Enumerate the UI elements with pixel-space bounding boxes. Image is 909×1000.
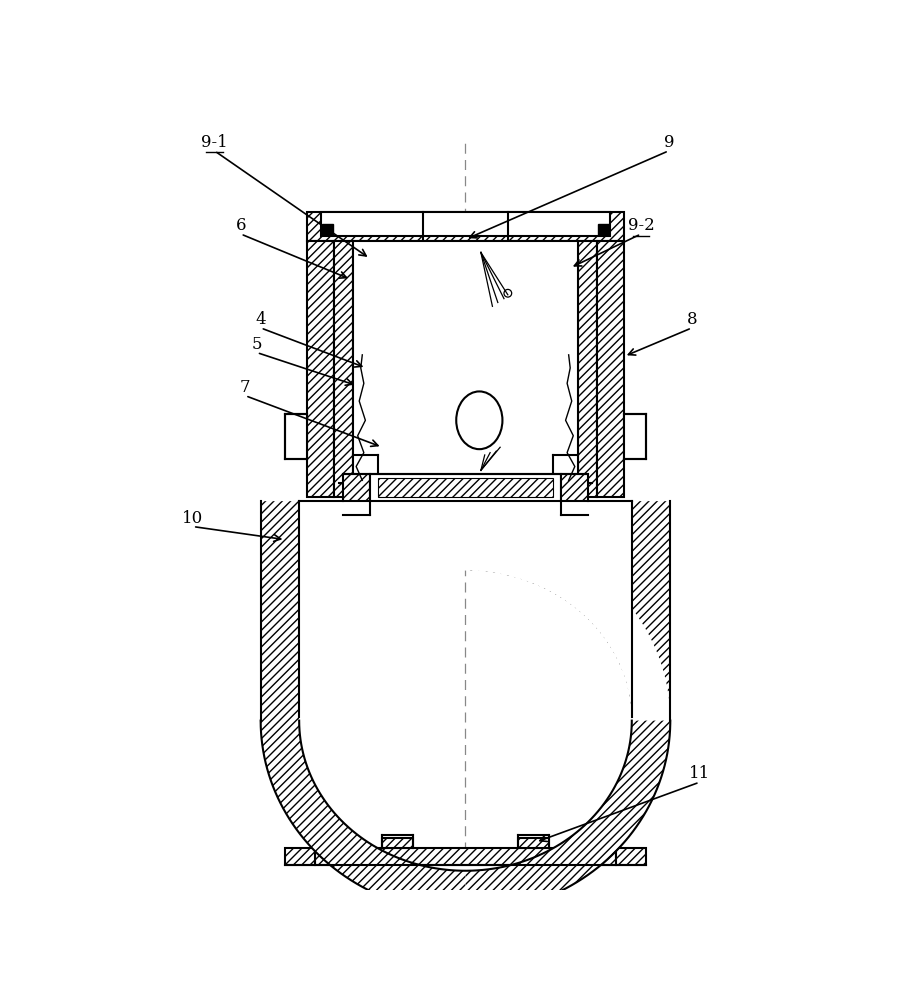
Text: 9-2: 9-2: [627, 217, 654, 234]
Bar: [353, 241, 578, 497]
Bar: [285, 414, 307, 459]
Text: 8: 8: [686, 311, 697, 328]
Bar: [561, 474, 588, 501]
Text: 7: 7: [240, 379, 251, 396]
Bar: [615, 848, 646, 865]
Polygon shape: [261, 501, 465, 913]
Bar: [578, 241, 597, 497]
Text: 9-1: 9-1: [201, 134, 228, 151]
Bar: [285, 848, 315, 865]
Text: 6: 6: [235, 217, 246, 234]
Text: 10: 10: [183, 510, 204, 527]
Bar: [518, 838, 549, 848]
Bar: [307, 212, 624, 241]
Bar: [383, 838, 413, 848]
Polygon shape: [299, 501, 632, 721]
Polygon shape: [465, 501, 670, 721]
Bar: [597, 241, 624, 497]
Bar: [315, 848, 615, 865]
Text: 11: 11: [689, 765, 710, 782]
Bar: [323, 224, 333, 235]
Bar: [321, 212, 610, 235]
Bar: [307, 241, 334, 497]
Bar: [334, 241, 353, 497]
Bar: [598, 224, 609, 235]
Bar: [343, 474, 370, 501]
Polygon shape: [465, 721, 670, 913]
Bar: [378, 478, 554, 497]
Text: 9: 9: [664, 134, 674, 151]
Text: 5: 5: [252, 336, 262, 353]
Text: 4: 4: [255, 311, 266, 328]
Bar: [370, 474, 561, 501]
Bar: [624, 414, 645, 459]
